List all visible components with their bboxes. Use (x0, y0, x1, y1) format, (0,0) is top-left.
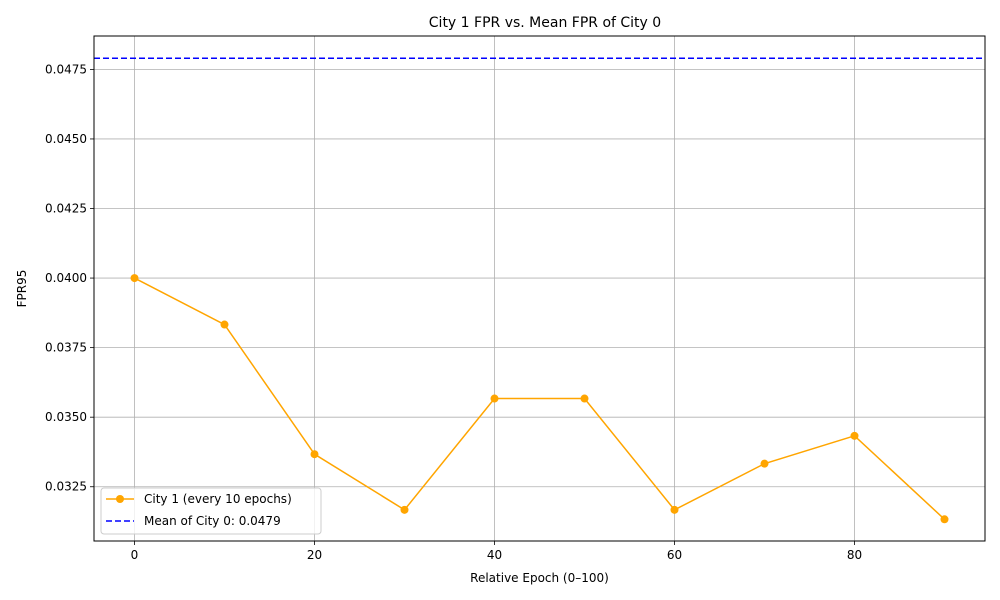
data-point (400, 505, 409, 514)
legend-marker-city-1 (116, 495, 124, 503)
legend-label-city-1: City 1 (every 10 epochs) (144, 492, 292, 506)
x-tick-label: 40 (487, 548, 502, 562)
grid (94, 36, 985, 541)
plot-frame (93, 35, 986, 542)
y-tick-label: 0.0350 (45, 410, 87, 424)
y-axis-label: FPR95 (15, 270, 29, 308)
x-axis-ticks: 0 20 40 60 80 (131, 541, 862, 562)
x-tick-label: 20 (307, 548, 322, 562)
data-point (940, 515, 949, 524)
legend: City 1 (every 10 epochs) Mean of City 0: … (100, 487, 322, 535)
data-point (580, 394, 589, 403)
y-tick-label: 0.0475 (45, 62, 87, 76)
legend-label-mean: Mean of City 0: 0.0479 (144, 514, 281, 528)
data-point (670, 505, 679, 514)
data-point (760, 459, 769, 468)
y-tick-label: 0.0450 (45, 132, 87, 146)
x-axis-label: Relative Epoch (0–100) (470, 571, 609, 585)
x-tick-label: 0 (131, 548, 139, 562)
legend-box (100, 487, 322, 535)
y-tick-label: 0.0425 (45, 202, 87, 216)
data-point (130, 274, 139, 283)
data-point (310, 450, 319, 459)
x-tick-label: 60 (667, 548, 682, 562)
y-axis-ticks: 0.0325 0.0350 0.0375 0.0400 0.0425 0.0450 0.04… (45, 62, 94, 494)
y-tick-label: 0.0325 (45, 480, 87, 494)
data-point (220, 320, 229, 329)
data-point (490, 394, 499, 403)
y-tick-label: 0.0375 (45, 341, 87, 355)
series-layer (94, 57, 985, 524)
data-point (850, 431, 859, 440)
series-line-city-1 (134, 277, 946, 520)
x-tick-label: 80 (847, 548, 862, 562)
chart-title: City 1 FPR vs. Mean FPR of City 0 (429, 15, 661, 31)
y-tick-label: 0.0400 (45, 271, 87, 285)
